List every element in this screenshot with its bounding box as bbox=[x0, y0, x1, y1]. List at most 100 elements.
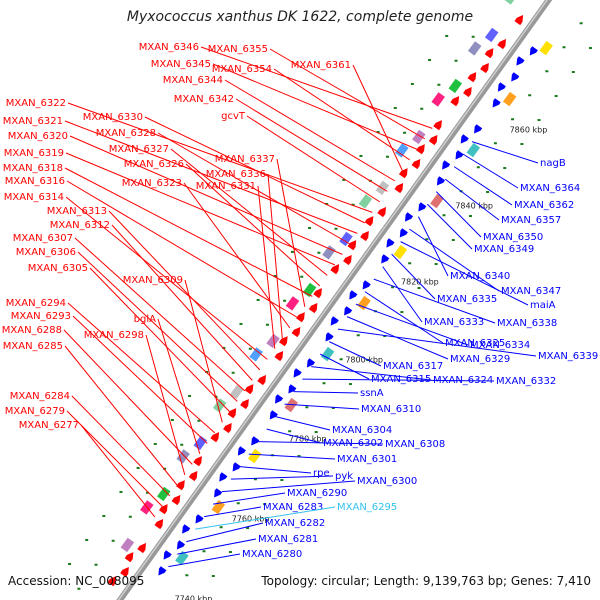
feature-block-box bbox=[539, 40, 553, 56]
track-tick-mark bbox=[253, 478, 257, 481]
forward-label-leader bbox=[235, 98, 388, 192]
track-tick-mark bbox=[351, 203, 355, 206]
reverse-label-leader bbox=[337, 328, 537, 357]
reverse-gene-label: MXAN_6290 bbox=[287, 488, 347, 499]
forward-gene-arrow bbox=[364, 216, 374, 227]
track-tick-mark bbox=[94, 563, 98, 566]
forward-gene-arrow bbox=[120, 567, 129, 578]
forward-gene-arrow bbox=[467, 72, 477, 83]
forward-gene-arrow bbox=[176, 480, 185, 491]
reverse-gene-arrow bbox=[214, 488, 223, 498]
reverse-gene-arrow bbox=[497, 82, 506, 92]
feature-block-box bbox=[266, 333, 280, 349]
track-tick-mark bbox=[211, 575, 215, 578]
reverse-gene-arrow bbox=[511, 72, 520, 82]
track-tick-mark bbox=[454, 59, 458, 62]
feature-block-box bbox=[157, 486, 171, 502]
track-tick-mark bbox=[288, 430, 292, 433]
reverse-label-leader bbox=[382, 266, 423, 323]
forward-label-leader bbox=[64, 120, 358, 234]
reverse-label-leader bbox=[266, 428, 322, 444]
scale-label: 7800 kbp bbox=[345, 355, 383, 364]
forward-gene-label: MXAN_6323 bbox=[122, 178, 182, 189]
feature-block-box bbox=[484, 27, 499, 43]
feature-block bbox=[448, 78, 463, 94]
forward-gene-arrow bbox=[154, 519, 164, 530]
reverse-gene-arrow bbox=[455, 150, 464, 160]
forward-gene-label: MXAN_6312 bbox=[50, 220, 110, 231]
track-tick-mark bbox=[317, 251, 321, 254]
reverse-label-leader bbox=[221, 480, 356, 493]
forward-gene-label: MXAN_6328 bbox=[96, 128, 156, 139]
feature-block-box bbox=[357, 295, 371, 311]
forward-gene-arrow bbox=[279, 336, 288, 347]
track-tick-mark bbox=[300, 275, 304, 278]
track-tick-mark bbox=[339, 358, 343, 361]
forward-gene-arrow bbox=[411, 159, 421, 170]
reverse-label-leader bbox=[177, 538, 257, 555]
track-tick-mark bbox=[545, 70, 549, 73]
forward-gene-label: MXAN_6305 bbox=[28, 263, 88, 274]
forward-gene-arrow bbox=[308, 303, 318, 314]
reverse-gene-arrow bbox=[251, 436, 260, 446]
forward-gene-arrow bbox=[240, 399, 249, 410]
forward-gene-label: MXAN_6355 bbox=[208, 44, 268, 55]
forward-gene-arrow bbox=[394, 183, 404, 194]
reverse-gene-arrow bbox=[232, 462, 241, 472]
track-tick-mark bbox=[222, 346, 226, 349]
map-title: Myxococcus xanthus DK 1622, complete gen… bbox=[126, 9, 474, 25]
track-tick-mark bbox=[348, 383, 352, 386]
track-tick-mark bbox=[571, 71, 575, 74]
track-tick-mark bbox=[385, 155, 389, 158]
reverse-label-leader bbox=[311, 366, 432, 381]
forward-gene-arrow bbox=[257, 375, 266, 386]
forward-gene-arrow bbox=[450, 96, 460, 107]
forward-label-leader bbox=[276, 158, 306, 307]
reverse-label-leader bbox=[239, 466, 312, 474]
track-tick-mark bbox=[283, 299, 287, 302]
forward-label-leader bbox=[64, 345, 178, 486]
scale-label: 7760 kbp bbox=[232, 514, 270, 523]
track-tick-mark bbox=[383, 335, 387, 338]
forward-label-leader bbox=[273, 68, 411, 161]
reverse-gene-label: MXAN_6350 bbox=[483, 232, 543, 243]
reverse-gene-label: MXAN_6339 bbox=[538, 351, 598, 362]
forward-gene-label: MXAN_6284 bbox=[10, 391, 70, 402]
forward-label-leader bbox=[267, 173, 283, 339]
reverse-gene-label: MXAN_6364 bbox=[520, 183, 580, 194]
track-tick-mark bbox=[331, 407, 335, 410]
track-tick-mark bbox=[503, 167, 507, 170]
track-tick-mark bbox=[471, 35, 475, 38]
accession-label: Accession: NC_008095 bbox=[8, 574, 145, 588]
forward-label-leader bbox=[80, 424, 156, 518]
track-tick-mark bbox=[265, 323, 269, 326]
forward-gene-label: MXAN_6354 bbox=[212, 64, 272, 75]
track-tick-mark bbox=[119, 490, 123, 493]
reverse-gene-arrow bbox=[492, 98, 501, 108]
track-tick-mark bbox=[486, 191, 490, 194]
reverse-gene-arrow bbox=[436, 176, 445, 186]
reverse-gene-label: MXAN_6334 bbox=[470, 340, 530, 351]
reverse-gene-arrow bbox=[349, 290, 358, 300]
feature-block bbox=[357, 295, 371, 311]
feature-block bbox=[431, 92, 445, 107]
track-tick-mark bbox=[434, 263, 438, 266]
forward-gene-label: MXAN_6342 bbox=[174, 94, 234, 105]
forward-label-leader bbox=[72, 315, 208, 444]
track-tick-mark bbox=[393, 106, 397, 109]
track-tick-mark bbox=[476, 166, 480, 169]
track-tick-mark bbox=[188, 394, 192, 397]
reverse-gene-arrow bbox=[516, 56, 525, 66]
track-tick-mark bbox=[263, 503, 267, 506]
feature-block bbox=[466, 142, 481, 158]
feature-block bbox=[358, 194, 373, 209]
reverse-gene-arrow bbox=[344, 306, 353, 316]
forward-gene-label: MXAN_6314 bbox=[4, 192, 64, 203]
forward-gene-arrow bbox=[360, 231, 369, 242]
feature-block bbox=[247, 448, 262, 464]
forward-label-leader bbox=[170, 148, 328, 276]
topology-label: Topology: circular; Length: 9,139,763 bp… bbox=[261, 574, 591, 588]
track-tick-mark bbox=[400, 311, 404, 314]
forward-gene-label: MXAN_6277 bbox=[19, 420, 79, 431]
